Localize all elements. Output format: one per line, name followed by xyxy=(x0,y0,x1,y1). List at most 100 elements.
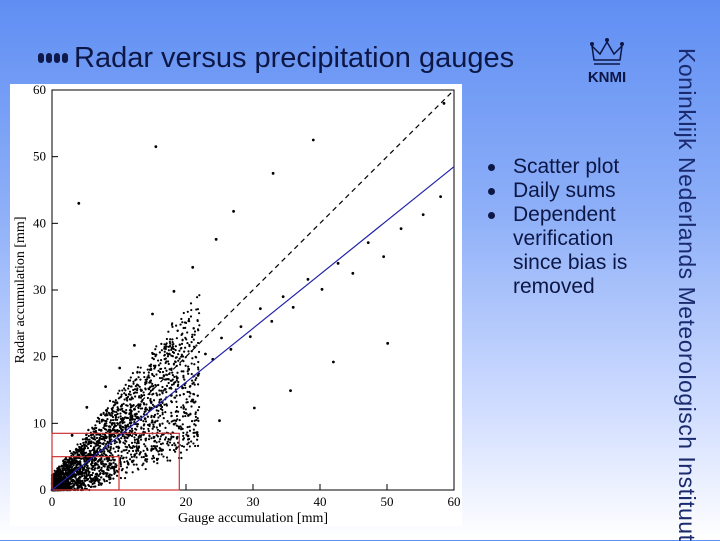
data-point xyxy=(192,381,195,384)
bullet-list: Scatter plot Daily sums Dependent verifi… xyxy=(488,155,658,299)
data-point xyxy=(117,437,120,441)
data-point xyxy=(84,451,88,454)
data-point xyxy=(161,385,164,389)
data-point xyxy=(129,419,132,422)
x-tick-label: 40 xyxy=(314,494,327,509)
data-point xyxy=(113,471,116,474)
data-point xyxy=(175,424,178,427)
data-point xyxy=(161,411,164,414)
data-point xyxy=(123,410,126,413)
data-point xyxy=(192,345,196,348)
data-point xyxy=(120,454,123,458)
data-point xyxy=(82,447,85,450)
data-point xyxy=(123,421,126,424)
data-point xyxy=(144,381,147,384)
data-point xyxy=(68,477,71,480)
data-point xyxy=(163,374,166,377)
data-point xyxy=(83,443,87,447)
data-point xyxy=(271,171,275,175)
data-point xyxy=(75,481,78,484)
data-point xyxy=(183,350,186,353)
data-point xyxy=(113,442,116,445)
data-point xyxy=(118,424,121,427)
data-point xyxy=(170,414,173,418)
data-point xyxy=(127,392,131,396)
data-point xyxy=(153,413,157,416)
data-point xyxy=(112,447,115,450)
data-point xyxy=(100,483,103,486)
data-point xyxy=(117,416,120,419)
data-point xyxy=(168,344,172,348)
data-point xyxy=(159,407,163,410)
data-point xyxy=(168,340,171,344)
data-point xyxy=(166,459,169,462)
data-point xyxy=(97,480,100,483)
data-point xyxy=(67,460,70,464)
data-point xyxy=(106,407,109,410)
data-point xyxy=(164,436,168,439)
data-point xyxy=(145,378,149,381)
data-point xyxy=(165,456,169,459)
data-point xyxy=(144,459,147,462)
data-point xyxy=(140,434,143,437)
data-point xyxy=(193,401,196,404)
data-point xyxy=(119,476,123,480)
data-point xyxy=(158,398,161,401)
data-point xyxy=(191,398,194,401)
data-point xyxy=(193,330,197,333)
data-point xyxy=(98,420,101,423)
data-point xyxy=(70,433,74,437)
data-point xyxy=(102,462,105,465)
data-point xyxy=(151,388,154,392)
data-point xyxy=(93,467,97,470)
data-point xyxy=(83,472,86,475)
data-point xyxy=(138,395,141,398)
data-point xyxy=(111,465,114,468)
data-point xyxy=(104,453,107,457)
institute-name: Koninklijk Nederlands Meteorologisch Ins… xyxy=(674,48,700,541)
data-point xyxy=(109,477,112,481)
data-point xyxy=(189,302,193,305)
data-point xyxy=(170,348,173,352)
data-point xyxy=(67,481,70,484)
data-point xyxy=(158,389,161,392)
data-point xyxy=(127,384,131,388)
data-point xyxy=(109,419,113,422)
data-point xyxy=(52,483,55,486)
data-point xyxy=(55,470,58,473)
data-point xyxy=(72,464,75,467)
data-point xyxy=(186,370,189,373)
data-point xyxy=(56,474,59,478)
data-point xyxy=(159,435,162,438)
data-point xyxy=(142,427,145,430)
data-point xyxy=(103,458,106,461)
data-point xyxy=(180,427,183,430)
data-point xyxy=(103,450,106,453)
data-point xyxy=(140,427,143,430)
data-point xyxy=(152,445,155,448)
data-point xyxy=(152,425,155,428)
data-point xyxy=(164,367,167,370)
data-point xyxy=(160,453,163,456)
data-point xyxy=(193,333,196,336)
data-point xyxy=(116,392,120,395)
data-point xyxy=(99,476,103,479)
data-point xyxy=(65,466,68,469)
data-point xyxy=(188,445,191,448)
data-point xyxy=(159,362,162,365)
data-point xyxy=(168,441,172,444)
data-point xyxy=(176,418,179,421)
data-point xyxy=(171,325,174,328)
data-point xyxy=(197,419,200,422)
data-point xyxy=(184,386,187,389)
data-point xyxy=(133,441,136,444)
data-point xyxy=(134,415,137,418)
data-point xyxy=(186,310,189,313)
data-point xyxy=(86,447,90,450)
data-point xyxy=(103,439,106,442)
data-point xyxy=(142,371,146,374)
data-point xyxy=(136,366,140,369)
data-point xyxy=(182,393,185,396)
data-point xyxy=(150,385,153,388)
data-point xyxy=(190,419,194,423)
